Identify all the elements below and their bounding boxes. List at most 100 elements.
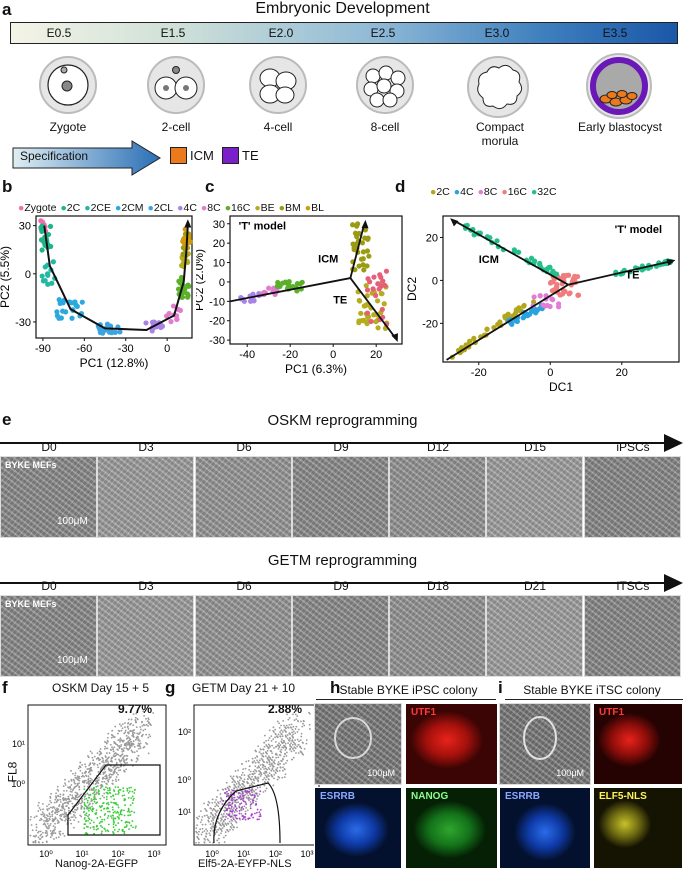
data-point: [69, 315, 75, 321]
event-dot: [101, 795, 104, 797]
event-dot: [294, 728, 297, 730]
event-dot: [224, 787, 227, 790]
event-dot: [300, 735, 303, 738]
event-dot: [205, 833, 208, 835]
event-dot: [97, 771, 100, 773]
x-tick-label: 10¹: [75, 849, 88, 859]
event-dot: [116, 766, 119, 769]
positive-event-dot: [114, 786, 117, 789]
event-dot: [273, 777, 275, 780]
event-dot: [122, 739, 125, 742]
event-dot: [69, 819, 72, 822]
day-label: D0: [41, 440, 57, 454]
compact-morula-illustration: [467, 56, 529, 118]
event-dot: [106, 747, 109, 750]
data-point: [60, 300, 66, 306]
positive-event-dot: [93, 791, 96, 794]
positive-event-dot: [258, 811, 261, 813]
four-cell-illustration: [249, 56, 307, 114]
event-dot: [83, 798, 86, 801]
event-dot: [262, 778, 264, 781]
trajectory-arrowhead: [666, 259, 676, 266]
event-dot: [289, 743, 291, 746]
event-dot: [131, 743, 133, 746]
x-axis-label: PC1 (6.3%): [285, 362, 347, 376]
event-dot: [283, 776, 286, 779]
event-dot: [123, 755, 126, 757]
event-dot: [116, 748, 119, 751]
data-point: [350, 222, 356, 228]
event-dot: [41, 835, 44, 838]
event-dot: [264, 789, 267, 792]
event-dot: [280, 733, 283, 736]
positive-event-dot: [105, 795, 108, 798]
data-point: [42, 277, 48, 284]
positive-event-dot: [252, 799, 255, 802]
positive-event-dot: [258, 818, 260, 821]
event-dot: [253, 790, 256, 793]
event-dot: [220, 828, 222, 831]
event-dot: [247, 798, 250, 801]
event-dot: [269, 756, 272, 759]
positive-event-dot: [103, 807, 106, 810]
event-dot: [199, 821, 202, 824]
positive-event-dot: [126, 789, 129, 792]
data-point: [364, 310, 371, 316]
event-dot: [248, 765, 251, 768]
event-dot: [127, 736, 130, 739]
micrograph-image: [486, 595, 583, 677]
positive-event-dot: [101, 830, 103, 833]
event-dot: [256, 795, 259, 797]
data-point: [524, 311, 530, 317]
event-dot: [112, 750, 115, 753]
x-axis-label: PC1 (12.8%): [80, 356, 149, 370]
event-dot: [108, 776, 111, 779]
positive-event-dot: [228, 801, 231, 804]
event-dot: [297, 728, 300, 731]
event-dot: [91, 779, 93, 781]
positive-event-dot: [97, 827, 99, 830]
data-point: [45, 231, 52, 238]
positive-event-dot: [91, 807, 94, 810]
event-dot: [72, 778, 75, 781]
positive-event-dot: [87, 815, 89, 818]
event-dot: [59, 817, 62, 820]
event-dot: [99, 758, 101, 761]
event-dot: [87, 775, 90, 778]
positive-event-dot: [110, 795, 112, 798]
event-dot: [217, 802, 220, 805]
event-dot: [277, 733, 280, 736]
data-point: [45, 272, 51, 278]
event-dot: [49, 822, 52, 825]
event-dot: [250, 782, 253, 785]
event-dot: [46, 814, 48, 816]
positive-event-dot: [133, 789, 136, 791]
event-dot: [50, 792, 52, 795]
event-dot: [240, 774, 243, 776]
event-dot: [92, 792, 94, 795]
event-dot: [135, 712, 138, 715]
event-dot: [34, 841, 37, 844]
event-dot: [232, 828, 234, 831]
positive-event-dot: [246, 790, 249, 793]
event-dot: [266, 768, 268, 771]
event-dot: [124, 762, 127, 765]
event-dot: [49, 836, 52, 839]
event-dot: [123, 760, 125, 763]
day-label: D15: [523, 440, 546, 454]
data-point: [383, 268, 390, 274]
positive-event-dot: [228, 794, 230, 797]
micrograph-image: [292, 595, 389, 677]
day-label: iPSCs: [616, 440, 650, 454]
data-point: [374, 298, 381, 304]
event-dot: [70, 788, 72, 791]
data-point: [528, 308, 535, 315]
positive-event-dot: [88, 813, 91, 816]
event-dot: [284, 742, 287, 745]
event-dot: [271, 767, 274, 770]
y-tick-label: 0: [432, 275, 438, 287]
positive-event-dot: [114, 817, 117, 820]
event-dot: [131, 759, 133, 762]
event-dot: [123, 759, 126, 762]
positive-event-dot: [244, 818, 247, 821]
